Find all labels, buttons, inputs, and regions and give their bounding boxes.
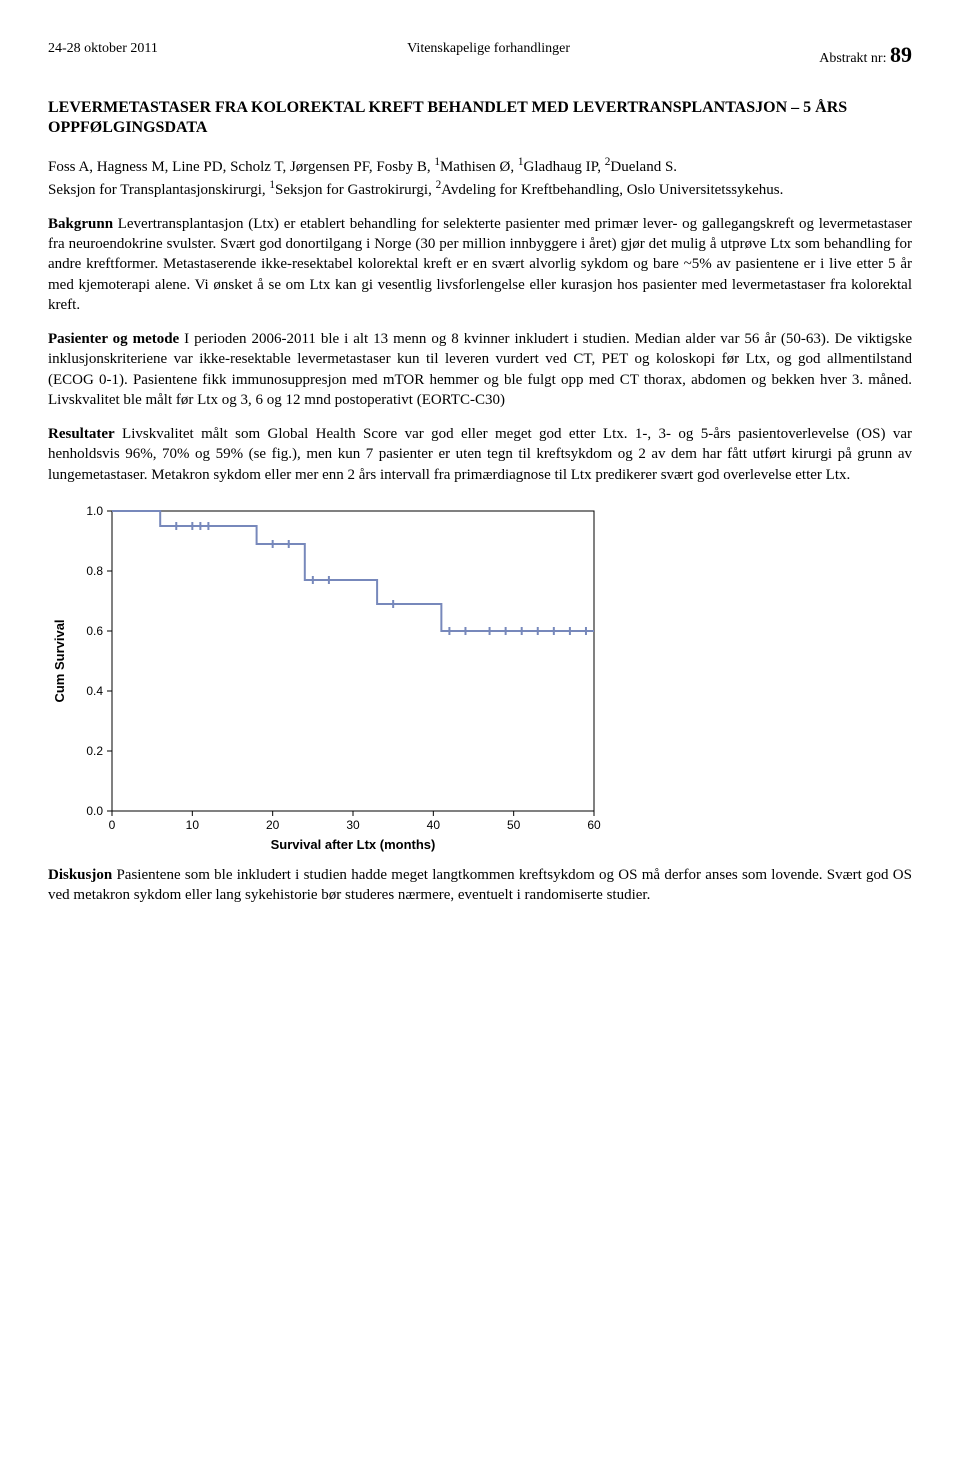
svg-text:40: 40 bbox=[427, 818, 441, 832]
section-pasienter: Pasienter og metode I perioden 2006-2011… bbox=[48, 329, 912, 410]
svg-text:0.0: 0.0 bbox=[86, 804, 103, 818]
survival-chart: 0.0 0.2 0.4 0.6 0.8 1.0 0 10 20 30 40 50 60 Survival … bbox=[48, 499, 912, 859]
svg-text:60: 60 bbox=[587, 818, 601, 832]
svg-text:0.8: 0.8 bbox=[86, 564, 103, 578]
section-head-diskusjon: Diskusjon bbox=[48, 867, 112, 883]
svg-text:1.0: 1.0 bbox=[86, 504, 103, 518]
svg-text:0.2: 0.2 bbox=[86, 744, 103, 758]
svg-text:0.4: 0.4 bbox=[86, 684, 103, 698]
section-resultater: Resultater Livskvalitet målt som Global … bbox=[48, 424, 912, 485]
section-head-resultater: Resultater bbox=[48, 426, 115, 442]
authors-line: Foss A, Hagness M, Line PD, Scholz T, Jø… bbox=[48, 157, 912, 177]
affiliations-line: Seksjon for Transplantasjonskirurgi, 1Se… bbox=[48, 180, 912, 200]
abstract-number-label: Abstrakt nr: bbox=[819, 51, 886, 66]
abstract-number: Abstrakt nr: 89 bbox=[819, 40, 912, 70]
svg-text:10: 10 bbox=[186, 818, 200, 832]
section-body-bakgrunn: Levertransplantasjon (Ltx) er etablert b… bbox=[48, 216, 912, 313]
svg-text:50: 50 bbox=[507, 818, 521, 832]
header-left: 24-28 oktober 2011 bbox=[48, 40, 158, 70]
svg-text:30: 30 bbox=[346, 818, 360, 832]
section-head-bakgrunn: Bakgrunn bbox=[48, 216, 113, 232]
section-head-pasienter: Pasienter og metode bbox=[48, 331, 179, 347]
section-body-diskusjon: Pasientene som ble inkludert i studien h… bbox=[48, 867, 912, 903]
svg-text:20: 20 bbox=[266, 818, 280, 832]
svg-text:Cum Survival: Cum Survival bbox=[52, 619, 67, 702]
header-center: Vitenskapelige forhandlinger bbox=[407, 40, 570, 70]
section-diskusjon: Diskusjon Pasientene som ble inkludert i… bbox=[48, 865, 912, 906]
section-body-resultater: Livskvalitet målt som Global Health Scor… bbox=[48, 426, 912, 483]
svg-text:0.6: 0.6 bbox=[86, 624, 103, 638]
paper-title: LEVERMETASTASER FRA KOLOREKTAL KREFT BEH… bbox=[48, 98, 912, 140]
section-bakgrunn: Bakgrunn Levertransplantasjon (Ltx) er e… bbox=[48, 214, 912, 315]
svg-text:Survival after Ltx (months): Survival after Ltx (months) bbox=[271, 837, 436, 852]
page-header: 24-28 oktober 2011 Vitenskapelige forhan… bbox=[48, 40, 912, 70]
abstract-number-value: 89 bbox=[890, 42, 912, 67]
km-survival-svg: 0.0 0.2 0.4 0.6 0.8 1.0 0 10 20 30 40 50 60 Survival … bbox=[48, 499, 608, 859]
svg-text:0: 0 bbox=[109, 818, 116, 832]
